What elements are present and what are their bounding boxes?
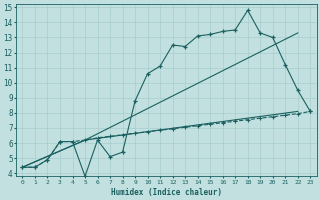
X-axis label: Humidex (Indice chaleur): Humidex (Indice chaleur) [111, 188, 222, 197]
